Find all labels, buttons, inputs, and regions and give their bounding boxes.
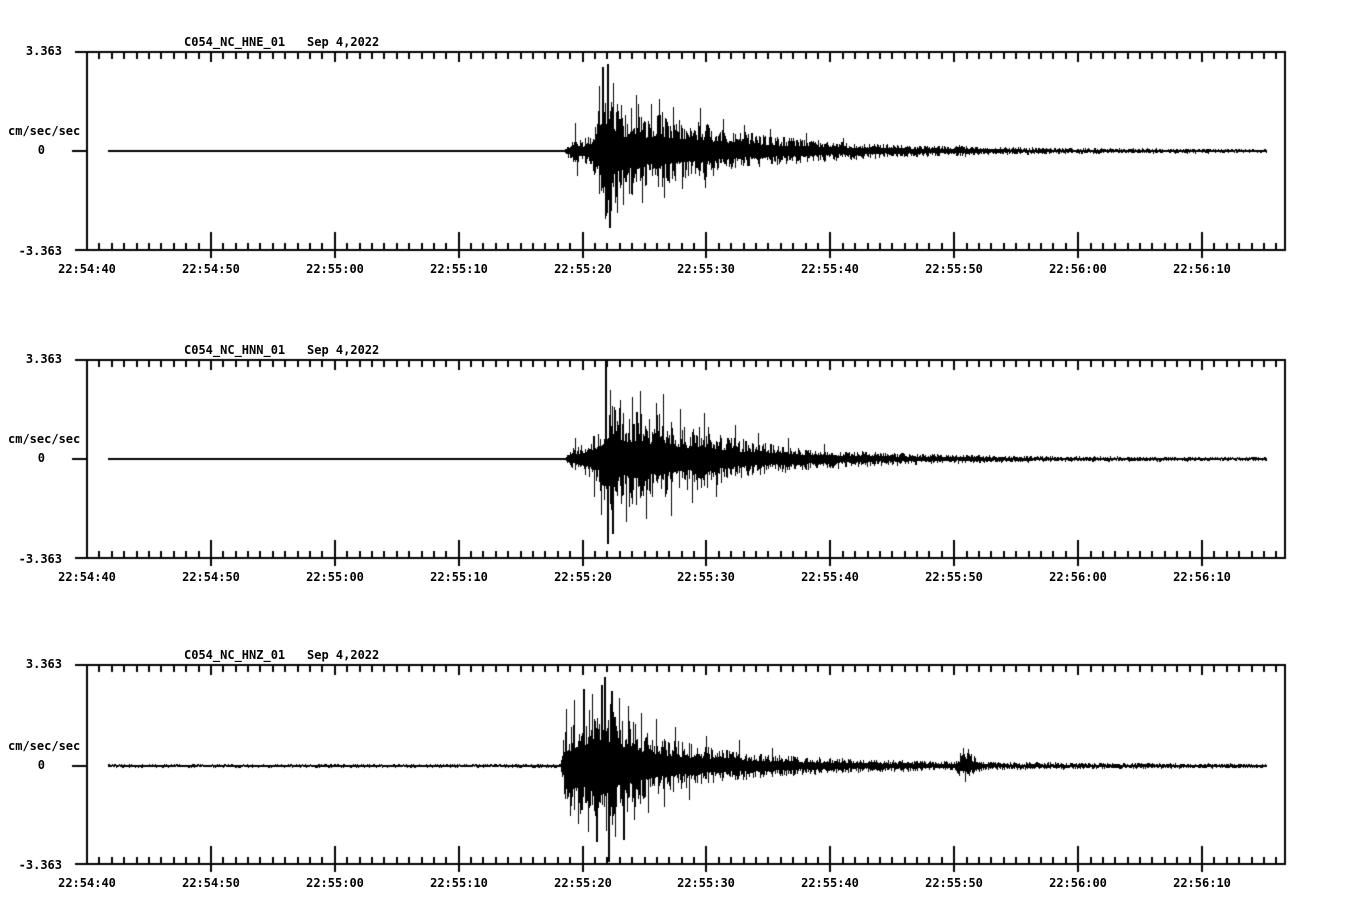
x-axis-time-tick-label: 22:55:10 [430, 876, 488, 890]
trace-station-label: C054_NC_HNN_01 [184, 343, 286, 357]
x-axis-time-tick-label: 22:56:10 [1173, 262, 1231, 276]
x-axis-time-tick-label: 22:54:50 [182, 570, 240, 584]
y-axis-max-label: 3.363 [25, 657, 62, 671]
x-axis-time-tick-label: 22:55:50 [925, 570, 983, 584]
y-axis-zero-label: 0 [37, 451, 45, 465]
x-axis-time-tick-label: 22:56:00 [1049, 570, 1107, 584]
x-axis-time-tick-label: 22:54:50 [182, 876, 240, 890]
x-axis-time-tick-label: 22:56:00 [1049, 262, 1107, 276]
x-axis-time-tick-label: 22:55:10 [430, 570, 488, 584]
x-axis-time-tick-label: 22:55:50 [925, 262, 983, 276]
x-axis-time-tick-label: 22:54:50 [182, 262, 240, 276]
x-axis-time-tick-label: 22:54:40 [58, 570, 116, 584]
x-axis-time-tick-label: 22:56:10 [1173, 570, 1231, 584]
y-axis-units-label: cm/sec/sec [8, 432, 81, 446]
x-axis-time-tick-label: 22:55:20 [554, 262, 612, 276]
x-axis-time-tick-label: 22:55:40 [801, 570, 859, 584]
x-axis-time-tick-label: 22:55:40 [801, 876, 859, 890]
y-axis-min-label: -3.363 [18, 552, 62, 566]
x-axis-time-tick-label: 22:56:10 [1173, 876, 1231, 890]
trace-date-label: Sep 4,2022 [307, 343, 380, 357]
trace-station-label: C054_NC_HNE_01 [184, 35, 286, 49]
y-axis-max-label: 3.363 [25, 352, 62, 366]
x-axis-time-tick-label: 22:54:40 [58, 262, 116, 276]
x-axis-time-tick-label: 22:55:20 [554, 570, 612, 584]
x-axis-time-tick-label: 22:55:30 [677, 876, 735, 890]
x-axis-time-tick-label: 22:54:40 [58, 876, 116, 890]
x-axis-time-tick-label: 22:55:30 [677, 570, 735, 584]
y-axis-min-label: -3.363 [18, 858, 62, 872]
x-axis-time-tick-label: 22:55:20 [554, 876, 612, 890]
x-axis-time-tick-label: 22:55:40 [801, 262, 859, 276]
trace-date-label: Sep 4,2022 [307, 35, 380, 49]
x-axis-time-tick-label: 22:55:00 [306, 262, 364, 276]
x-axis-time-tick-label: 22:55:30 [677, 262, 735, 276]
y-axis-units-label: cm/sec/sec [8, 124, 81, 138]
x-axis-time-tick-label: 22:55:00 [306, 876, 364, 890]
y-axis-min-label: -3.363 [18, 244, 62, 258]
y-axis-max-label: 3.363 [25, 44, 62, 58]
x-axis-time-tick-label: 22:55:10 [430, 262, 488, 276]
x-axis-time-tick-label: 22:55:50 [925, 876, 983, 890]
x-axis-time-tick-label: 22:56:00 [1049, 876, 1107, 890]
x-axis-time-tick-label: 22:55:00 [306, 570, 364, 584]
y-axis-zero-label: 0 [37, 143, 45, 157]
y-axis-units-label: cm/sec/sec [8, 739, 81, 753]
trace-date-label: Sep 4,2022 [307, 648, 380, 662]
y-axis-zero-label: 0 [37, 758, 45, 772]
trace-station-label: C054_NC_HNZ_01 [184, 648, 286, 662]
